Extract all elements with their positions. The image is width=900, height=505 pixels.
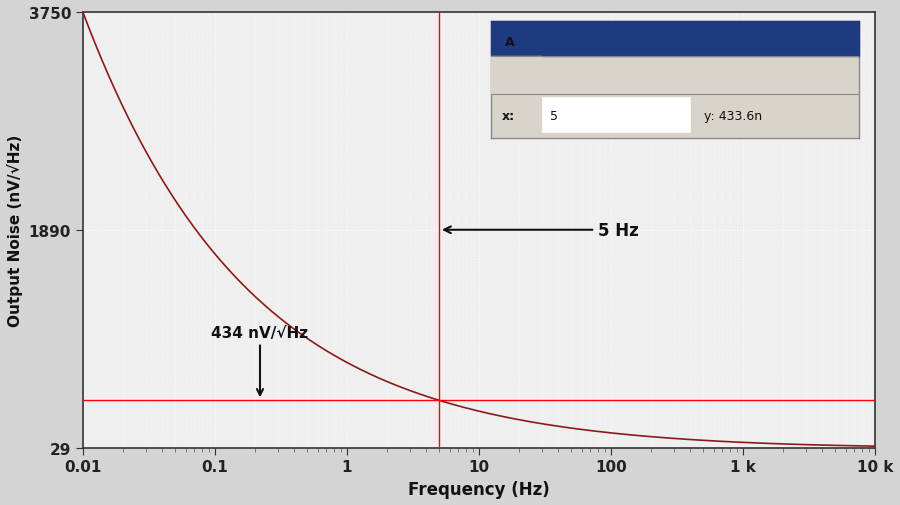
Y-axis label: Output Noise (nV/√Hz): Output Noise (nV/√Hz) (7, 134, 22, 326)
Text: 5 Hz: 5 Hz (445, 221, 639, 239)
X-axis label: Frequency (Hz): Frequency (Hz) (408, 480, 550, 498)
Text: 434 nV/√Hz: 434 nV/√Hz (212, 325, 309, 395)
